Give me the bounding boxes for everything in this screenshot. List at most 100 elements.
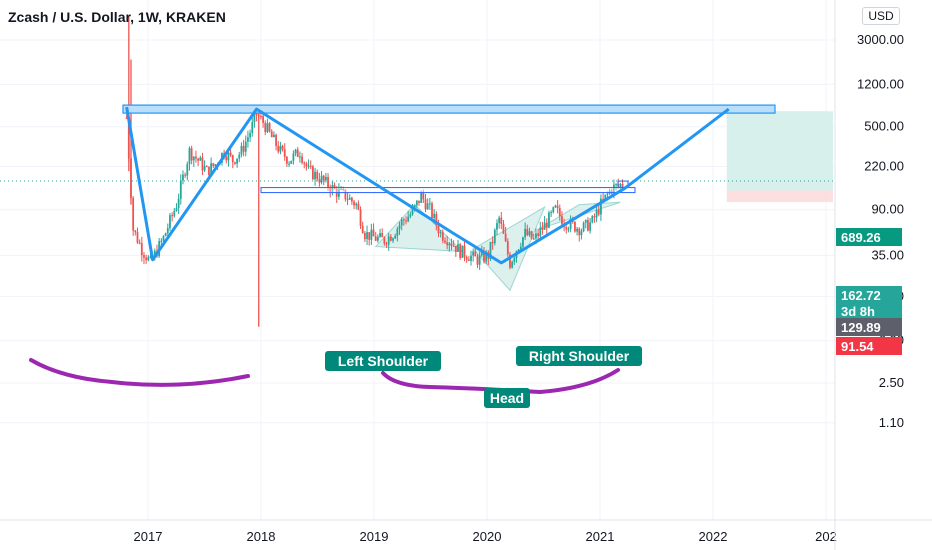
candle-body	[337, 189, 340, 197]
candle-body	[147, 257, 150, 261]
candle-body	[190, 148, 193, 161]
candle-body	[402, 219, 405, 221]
candle-body	[541, 227, 544, 230]
candle-body	[294, 149, 297, 154]
candle-body	[249, 132, 251, 138]
y-tick-label: 3000.00	[857, 32, 904, 47]
candle-body	[450, 243, 453, 246]
candle-body	[413, 205, 416, 209]
candle-body	[273, 134, 275, 138]
candle-body	[493, 229, 496, 244]
candle-body	[134, 230, 137, 233]
candle-body	[143, 255, 145, 258]
candle-body	[145, 257, 148, 261]
candle-body	[197, 158, 200, 161]
candle-body	[580, 231, 583, 236]
candle-body	[188, 148, 191, 165]
x-tick-label: 2022	[699, 529, 728, 544]
candle-body	[171, 215, 174, 217]
price-tag-stop-bg	[836, 337, 902, 355]
candle-body	[509, 254, 511, 268]
candle-body	[268, 123, 271, 132]
candle-body	[361, 225, 364, 234]
candle-body	[552, 207, 555, 213]
candle-body	[589, 222, 591, 231]
candle-body	[177, 198, 180, 209]
candle-body	[385, 243, 388, 245]
candle-body	[138, 242, 141, 244]
candle-body	[597, 209, 600, 215]
candle-body	[331, 185, 334, 192]
candle-body	[615, 184, 617, 186]
y-tick-label: 2.50	[879, 375, 904, 390]
candle-body	[530, 231, 533, 239]
candle-body	[448, 243, 451, 246]
candle-body	[281, 145, 284, 150]
candle-body	[502, 223, 505, 234]
candle-body	[182, 174, 184, 181]
y-tick-label: 1200.00	[857, 76, 904, 91]
candle-body	[610, 190, 613, 194]
head-label-bg	[484, 388, 530, 408]
candle-body	[199, 157, 202, 161]
candle-body	[439, 232, 442, 234]
candle-body	[225, 156, 228, 161]
candle-body	[407, 216, 410, 222]
candle-body	[576, 228, 579, 232]
left-shoulder-label: Left Shoulder	[325, 351, 441, 371]
price-tag-target-text: 689.26	[841, 230, 881, 245]
candle-body	[266, 123, 269, 133]
currency-button[interactable]: USD	[862, 7, 900, 25]
candle-body	[322, 175, 325, 181]
candle-body	[372, 229, 375, 237]
y-tick-label: 90.00	[871, 202, 904, 217]
candle-body	[604, 194, 607, 199]
right-shoulder-label-bg	[516, 346, 642, 366]
candle-body	[279, 145, 282, 152]
candle-body	[526, 228, 529, 236]
candle-body	[314, 171, 316, 180]
candle-body	[309, 165, 312, 167]
candle-body	[567, 228, 570, 230]
candle-body	[379, 233, 381, 237]
candle-body	[203, 166, 206, 171]
candle-body	[214, 164, 217, 167]
candle-body	[558, 208, 561, 217]
candle-body	[435, 213, 438, 226]
candle-body	[208, 166, 210, 176]
candle-body	[424, 199, 427, 210]
candle-body	[411, 208, 414, 215]
candle-body	[511, 261, 514, 268]
candle-body	[275, 134, 277, 146]
candle-body	[229, 152, 232, 156]
candle-body	[595, 209, 598, 218]
candle-body	[426, 203, 429, 210]
y-tick-label: 35.00	[871, 247, 904, 262]
candle-body	[255, 113, 258, 115]
candle-body	[522, 237, 524, 247]
x-tick-label: 2020	[473, 529, 502, 544]
candle-body	[491, 241, 494, 244]
candle-body	[277, 145, 280, 152]
x-tick-label: 2019	[360, 529, 389, 544]
candle-body	[286, 156, 288, 164]
candle-body	[431, 203, 433, 219]
candle-body	[474, 251, 477, 257]
candle-body	[554, 205, 557, 208]
candle-body	[244, 141, 247, 152]
candle-body	[374, 236, 377, 241]
candle-body	[420, 192, 423, 203]
right-shoulder-label-text: Right Shoulder	[529, 348, 630, 364]
y-tick-label: 500.00	[864, 119, 904, 134]
candle-body	[422, 192, 425, 200]
price-tag-target: 689.26	[836, 228, 902, 246]
candle-body	[264, 122, 267, 133]
candle-body	[253, 113, 256, 123]
candle-body	[619, 184, 622, 186]
candles	[125, 15, 624, 327]
candle-body	[561, 216, 563, 225]
candle-body	[227, 152, 230, 161]
